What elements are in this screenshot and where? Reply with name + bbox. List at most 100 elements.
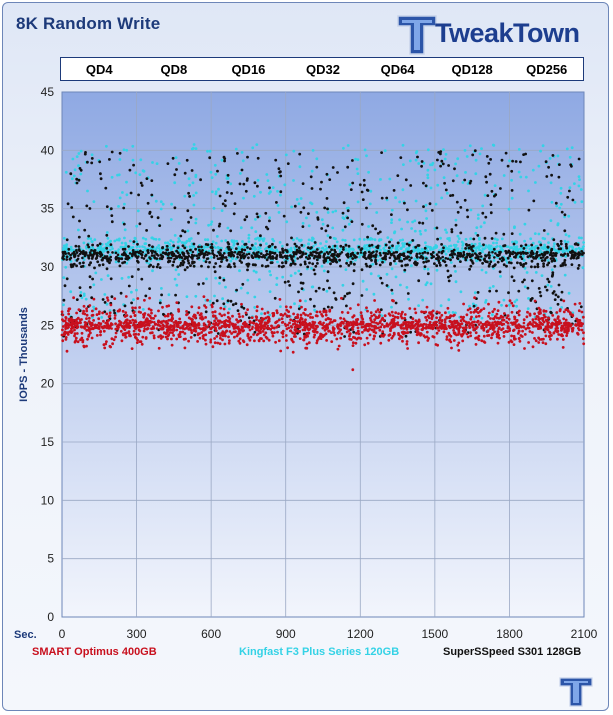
data-point [142, 315, 146, 319]
data-point [383, 149, 387, 153]
data-point [360, 190, 364, 194]
data-point [85, 344, 88, 348]
data-point [135, 341, 139, 344]
data-point [271, 334, 275, 338]
data-point [179, 320, 182, 324]
data-point [129, 334, 132, 338]
data-point [411, 317, 415, 321]
data-point [271, 312, 275, 315]
data-point [379, 341, 383, 345]
data-point [301, 221, 305, 225]
data-point [484, 215, 488, 219]
data-point [177, 162, 181, 165]
data-point [389, 248, 393, 252]
data-point [187, 339, 191, 343]
data-point [407, 243, 411, 247]
data-point [70, 248, 73, 251]
data-point [231, 251, 234, 254]
data-point [404, 334, 408, 338]
data-point [395, 250, 399, 254]
data-point [477, 245, 480, 248]
data-point [111, 342, 114, 346]
data-point [77, 228, 80, 232]
data-point [264, 211, 268, 215]
data-point [506, 251, 510, 254]
data-point [311, 316, 314, 319]
data-point [448, 239, 451, 242]
data-point [447, 316, 451, 319]
data-point [201, 317, 205, 320]
data-point [456, 257, 460, 261]
data-point [227, 335, 230, 339]
data-point [160, 249, 163, 252]
data-point [85, 204, 89, 208]
data-point [300, 243, 304, 247]
data-point [165, 244, 169, 248]
data-point [303, 260, 307, 264]
data-point [220, 158, 224, 162]
data-point [117, 205, 120, 208]
data-point [424, 229, 427, 232]
data-point [487, 311, 491, 315]
data-point [459, 260, 462, 263]
data-point [173, 206, 177, 210]
queue-depth-label: QD8 [160, 62, 188, 77]
data-point [549, 257, 553, 260]
data-point [146, 201, 150, 205]
data-point [361, 322, 365, 326]
data-point [544, 285, 547, 289]
data-point [562, 317, 566, 321]
data-point [232, 262, 236, 266]
data-point [413, 249, 417, 252]
data-point [481, 247, 485, 250]
data-point [356, 326, 360, 330]
data-point [206, 298, 209, 302]
data-point [508, 254, 512, 258]
data-point [167, 304, 171, 308]
data-point [528, 330, 532, 333]
data-point [235, 318, 239, 322]
data-point [255, 253, 258, 256]
data-point [102, 329, 106, 333]
data-point [234, 257, 238, 261]
data-point [419, 250, 423, 253]
data-point [159, 200, 163, 204]
data-point [175, 256, 178, 260]
data-point [391, 292, 394, 295]
data-point [406, 220, 409, 224]
data-point [268, 186, 271, 190]
data-point [559, 242, 563, 246]
data-point [517, 337, 521, 340]
data-point [388, 240, 391, 244]
data-point [69, 290, 73, 294]
data-point [85, 307, 88, 310]
data-point [510, 340, 514, 344]
data-point [74, 244, 78, 248]
data-point [466, 215, 470, 219]
data-point [470, 315, 473, 319]
data-point [214, 276, 218, 280]
data-point [476, 306, 480, 310]
data-point [254, 248, 258, 251]
data-point [77, 308, 81, 311]
data-point [234, 247, 238, 251]
data-point [405, 247, 408, 251]
data-point [342, 201, 346, 205]
data-point [148, 212, 152, 215]
data-point [528, 312, 532, 316]
data-point [346, 165, 350, 169]
data-point [472, 317, 476, 320]
data-point [216, 169, 219, 173]
data-point [74, 336, 78, 340]
data-point [576, 332, 580, 336]
data-point [461, 181, 465, 184]
data-point [571, 198, 575, 202]
data-point [580, 236, 583, 240]
data-point [447, 247, 451, 251]
data-point [575, 317, 579, 321]
data-point [469, 311, 473, 314]
data-point [510, 334, 513, 338]
data-point [210, 245, 214, 249]
data-point [88, 207, 92, 210]
data-point [250, 316, 254, 319]
